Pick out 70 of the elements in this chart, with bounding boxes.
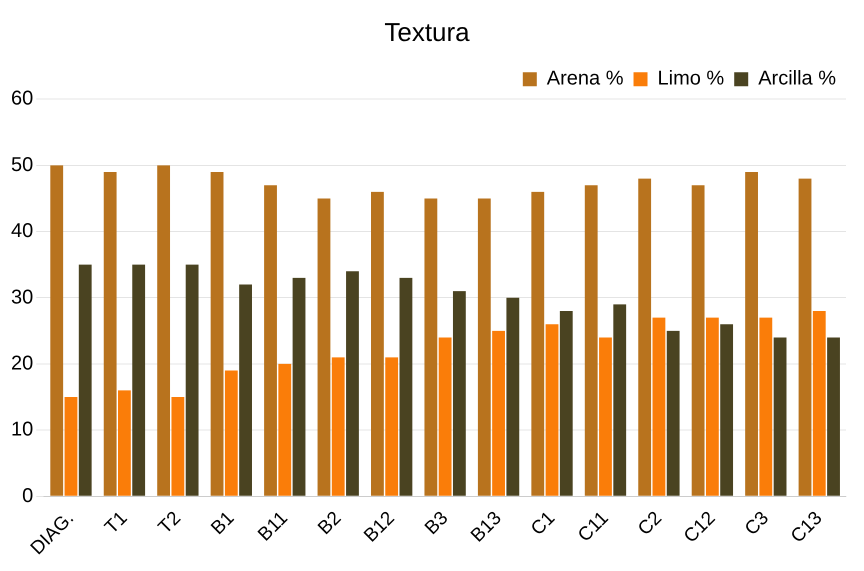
y-tick-label: 60	[10, 88, 34, 110]
bar	[186, 264, 199, 496]
x-tick-label: B11	[254, 508, 292, 546]
bar	[745, 172, 758, 496]
y-tick-label: 10	[10, 418, 34, 441]
bar	[692, 185, 705, 496]
bar	[132, 264, 146, 496]
x-tick-label: C2	[634, 508, 666, 540]
bar	[613, 304, 626, 496]
bar	[64, 397, 78, 496]
x-tick-label: T1	[101, 508, 132, 538]
bar	[278, 364, 292, 496]
bar	[239, 284, 252, 496]
bar	[720, 324, 734, 496]
bar	[506, 298, 520, 496]
bar	[400, 278, 412, 496]
y-tick-label: 50	[10, 154, 34, 176]
x-tick-label: B1	[207, 508, 239, 540]
bar	[774, 337, 786, 496]
bar	[438, 337, 452, 496]
bar	[50, 165, 64, 496]
bar	[798, 178, 812, 496]
x-tick-label: C1	[527, 508, 560, 540]
bar	[546, 324, 558, 496]
bar	[157, 165, 170, 496]
y-tick-label: 30	[10, 286, 34, 308]
bar	[452, 291, 466, 496]
bar	[385, 357, 398, 496]
bar	[599, 337, 612, 496]
legend-label: Arcilla %	[758, 68, 836, 90]
bar	[318, 198, 330, 496]
bar	[478, 198, 491, 496]
bar	[118, 390, 131, 496]
bar	[706, 318, 719, 496]
x-tick-label: C3	[741, 508, 774, 540]
bar	[346, 271, 359, 496]
y-tick-label: 40	[10, 220, 34, 242]
bar	[371, 192, 384, 496]
bar	[424, 198, 438, 496]
bar	[210, 172, 224, 496]
bar	[652, 318, 666, 496]
bar	[560, 310, 573, 496]
legend-label: Limo %	[658, 68, 724, 90]
bar	[78, 264, 92, 496]
bar	[531, 192, 544, 496]
bar	[638, 178, 652, 496]
bar	[492, 330, 505, 496]
bar	[759, 318, 772, 496]
chart-title: Textura	[384, 16, 470, 47]
x-tick-label: B12	[360, 508, 399, 547]
y-tick-label: 0	[22, 484, 34, 507]
y-tick-label: 20	[10, 352, 34, 374]
bar	[171, 397, 184, 496]
x-tick-label: C12	[680, 508, 720, 548]
bar	[224, 370, 238, 496]
x-tick-label: B3	[421, 508, 452, 540]
x-tick-label: T2	[154, 508, 186, 538]
bar	[827, 337, 840, 496]
bar	[292, 278, 306, 496]
bar	[666, 330, 680, 496]
bar	[332, 357, 345, 496]
bar	[584, 185, 598, 496]
x-tick-label: B2	[314, 508, 346, 540]
bar	[812, 310, 826, 496]
bar	[104, 172, 117, 496]
legend-label: Arena %	[546, 68, 624, 90]
bar	[264, 185, 277, 496]
x-tick-label: C13	[787, 508, 827, 548]
x-tick-label: B13	[467, 508, 506, 547]
x-tick-label: C11	[574, 508, 613, 546]
